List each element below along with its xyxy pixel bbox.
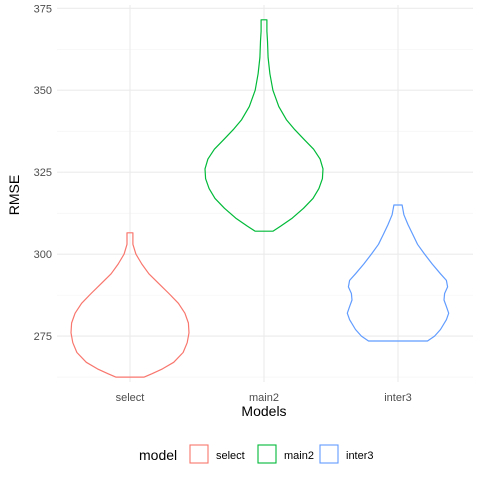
legend-title: model — [139, 447, 177, 463]
x-tick-label: main2 — [249, 392, 279, 404]
legend-key-main2 — [257, 444, 277, 464]
legend-label-select: select — [216, 450, 245, 462]
violin-inter3 — [346, 204, 450, 342]
y-axis-ticks: 275 300 325 350 375 — [34, 3, 52, 343]
y-tick-label: 275 — [34, 331, 52, 343]
legend-label-main2: main2 — [284, 450, 314, 462]
y-tick-label: 350 — [34, 85, 52, 97]
violin-main2 — [204, 19, 324, 232]
violins — [70, 19, 450, 378]
x-tick-label: inter3 — [384, 392, 412, 404]
grid — [57, 5, 473, 382]
y-tick-label: 325 — [34, 167, 52, 179]
legend-label-inter3: inter3 — [346, 450, 374, 462]
y-tick-label: 300 — [34, 249, 52, 261]
y-axis-title: RMSE — [6, 175, 22, 215]
legend-key-inter3 — [319, 444, 339, 464]
violin-select — [70, 232, 190, 378]
y-tick-label: 375 — [34, 3, 52, 15]
legend-key-select — [189, 444, 209, 464]
x-axis-ticks: select main2 inter3 — [116, 392, 412, 404]
x-axis-title: Models — [241, 403, 286, 419]
x-tick-label: select — [116, 392, 145, 404]
legend: model select main2 inter3 — [139, 444, 374, 464]
